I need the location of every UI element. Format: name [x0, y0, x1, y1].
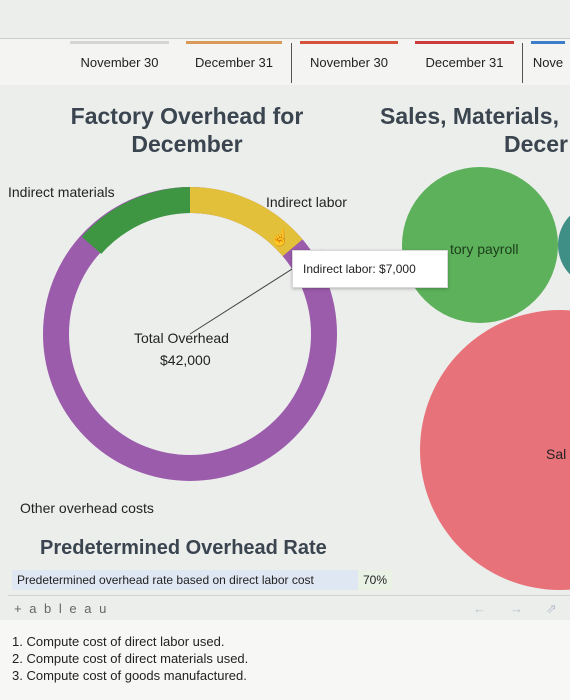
question-list: 1. Compute cost of direct labor used. 2.…	[0, 620, 570, 700]
hand-cursor-icon: ☝	[270, 230, 290, 247]
tab-divider	[522, 43, 523, 83]
tab-label: December 31	[194, 54, 274, 70]
title-line-1: Factory Overhead for	[70, 103, 304, 129]
label-indirect-materials: Indirect materials	[8, 184, 115, 200]
donut-segment-indirect-materials[interactable]	[81, 187, 191, 255]
rate-label: Predetermined overhead rate based on dir…	[12, 570, 358, 590]
tab-december-31-right[interactable]: December 31	[407, 39, 522, 85]
tab-label: December 31	[425, 54, 504, 70]
label-other-overhead: Other overhead costs	[20, 500, 154, 516]
title-line-2: Decer	[504, 131, 568, 157]
donut-center-total: $42,000	[160, 352, 211, 368]
tooltip-text: Indirect labor: $7,000	[303, 262, 416, 276]
tab-divider	[291, 43, 292, 83]
title-line-1: Sales, Materials,	[380, 103, 559, 129]
tab-november-30-left[interactable]: November 30	[62, 39, 177, 85]
tab-december-31-left[interactable]: December 31	[178, 39, 290, 85]
bubble-partial-blue[interactable]	[558, 203, 570, 287]
tab-label: November 30	[80, 54, 159, 70]
tab-label: November 30	[309, 54, 389, 70]
redo-arrow-icon[interactable]: →	[510, 601, 523, 616]
donut-center-title: Total Overhead	[134, 330, 229, 346]
tab-november-partial[interactable]: Nove	[523, 39, 570, 85]
overhead-donut-chart	[43, 187, 337, 481]
tableau-toolbar: + a b l e a u ← → ⇗	[8, 595, 570, 620]
bubble-chart	[43, 167, 570, 590]
sales-materials-title: Sales, Materials, Decer	[380, 102, 570, 158]
rate-value: 70%	[358, 570, 392, 590]
undo-arrow-icon[interactable]: ←	[473, 601, 486, 616]
bubble-label-sales: Sal	[546, 446, 567, 462]
bubble-sales[interactable]	[420, 310, 570, 590]
indirect-labor-tooltip: Indirect labor: $7,000	[292, 250, 448, 288]
factory-overhead-title: Factory Overhead for December	[48, 102, 326, 158]
question-2: 2. Compute cost of direct materials used…	[12, 651, 249, 666]
tab-label: Nove	[532, 54, 564, 70]
donut-segment-indirect-labor[interactable]	[189, 187, 303, 257]
question-1: 1. Compute cost of direct labor used.	[12, 634, 225, 649]
predetermined-rate-title: Predetermined Overhead Rate	[40, 537, 327, 559]
share-icon[interactable]: ⇗	[546, 601, 557, 616]
tableau-logo[interactable]: + a b l e a u	[14, 601, 109, 616]
label-indirect-labor: Indirect labor	[266, 194, 347, 210]
question-3: 3. Compute cost of goods manufactured.	[12, 668, 247, 683]
predetermined-rate-row: Predetermined overhead rate based on dir…	[12, 570, 392, 590]
bubble-label-factory-payroll: tory payroll	[450, 241, 519, 257]
tab-november-30-right[interactable]: November 30	[292, 39, 406, 85]
title-line-2: December	[131, 131, 243, 157]
date-tab-bar: November 30 December 31 November 30 Dece…	[0, 38, 570, 85]
